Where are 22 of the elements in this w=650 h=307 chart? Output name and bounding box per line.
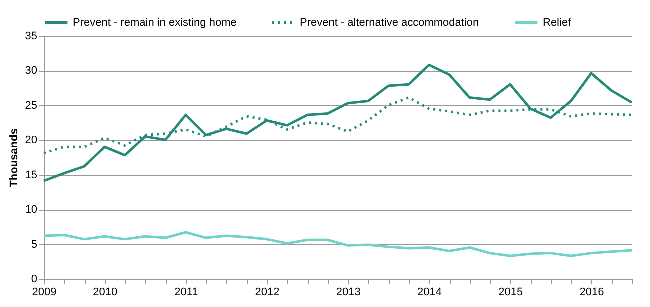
legend-label: Prevent - remain in existing home	[73, 16, 237, 29]
x-tick-label: 2009	[32, 286, 57, 298]
x-tick-label: 2012	[255, 286, 280, 298]
y-tick-label: 20	[25, 134, 38, 147]
y-tick-label: 10	[25, 204, 38, 216]
y-tick-label: 35	[25, 30, 38, 42]
y-tick-label: 0	[31, 274, 38, 286]
x-tick-label: 2013	[336, 286, 361, 298]
x-tick-label: 2015	[498, 286, 524, 298]
x-tick-label: 2011	[174, 286, 198, 298]
line-series	[42, 231, 634, 258]
legend-label: Relief	[543, 16, 572, 29]
legend-label: Prevent - alternative accommodation	[300, 16, 480, 29]
y-tick-label: 5	[31, 238, 38, 251]
y-axis-title: Thousands	[8, 128, 20, 188]
x-tick-label: 2010	[93, 286, 118, 298]
x-tick-label: 2016	[580, 286, 604, 298]
y-tick-label: 15	[25, 169, 38, 182]
line-series	[42, 64, 634, 182]
y-tick-label: 25	[25, 100, 38, 112]
x-tick-label: 2014	[418, 286, 442, 298]
y-tick-label: 30	[25, 65, 38, 78]
